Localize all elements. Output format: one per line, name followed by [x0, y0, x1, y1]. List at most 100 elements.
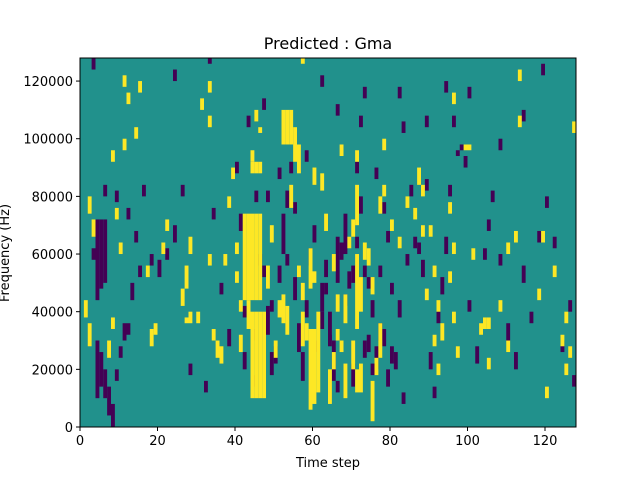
heatmap-cell-low [242, 352, 247, 370]
heatmap-cell-high [87, 323, 92, 347]
heatmap-cell-low [324, 282, 328, 295]
heatmap-cell-low [266, 190, 270, 203]
heatmap-cell-low [91, 248, 96, 260]
heatmap-cell-high [421, 184, 425, 197]
heatmap-cell-low [312, 225, 317, 243]
heatmap-cell-high [448, 202, 452, 214]
heatmap-cell-high [196, 311, 201, 324]
heatmap-cell-high [300, 282, 305, 301]
x-axis-label: Time step [295, 456, 360, 471]
heatmap-cell-high [235, 242, 239, 255]
heatmap-cell-low [297, 323, 301, 353]
heatmap-cell-low [490, 190, 495, 203]
heatmap-cell-high [331, 352, 336, 370]
heatmap-cell-high [126, 92, 131, 105]
heatmap-cell-high [378, 323, 383, 358]
heatmap-cell-low [359, 115, 363, 128]
heatmap-cell-low [475, 346, 480, 364]
heatmap-cell-high [281, 109, 286, 145]
heatmap-cell-high [118, 242, 123, 255]
heatmap-cell-high [111, 317, 115, 329]
heatmap-cell-low [95, 340, 100, 399]
heatmap-cell-low [552, 236, 557, 249]
y-axis-ticks: 0 20000 40000 60000 80000 100000 120000 [23, 75, 80, 436]
heatmap-cell-low [211, 207, 216, 220]
heatmap-cell-high [432, 334, 437, 347]
y-axis-label: Frequency (Hz) [0, 204, 13, 302]
heatmap-cell-low [424, 115, 429, 128]
heatmap-cell-low [424, 179, 429, 191]
heatmap-cell-high [537, 288, 542, 301]
heatmap-cell-high [285, 109, 290, 145]
heatmap-cell-high [486, 317, 491, 329]
heatmap-cell-high [87, 196, 92, 214]
heatmap-cell-high [506, 242, 511, 255]
heatmap-cell-low [521, 265, 526, 283]
heatmap-cell-high [545, 386, 549, 399]
heatmap-cell-low [328, 334, 332, 347]
heatmap-cell-high [266, 265, 270, 289]
heatmap-cell-high [312, 167, 317, 185]
heatmap-cell-low [378, 265, 383, 278]
y-tick-label: 120000 [23, 75, 73, 90]
heatmap-cell-low [432, 386, 437, 399]
heatmap-cell-low [99, 219, 104, 289]
heatmap-cell-high [452, 92, 456, 105]
heatmap-cell-high [421, 225, 425, 237]
heatmap-cell-high [343, 294, 348, 324]
heatmap-cell-high [134, 127, 139, 139]
heatmap-cell-low [103, 184, 108, 197]
heatmap-cell-high [339, 144, 344, 157]
heatmap-cell-high [506, 340, 511, 353]
heatmap-cell-high [111, 150, 115, 162]
heatmap-cell-low [300, 352, 305, 381]
heatmap-cell-low [99, 352, 104, 387]
heatmap-cell-high [436, 300, 441, 312]
heatmap-cell-high [413, 207, 418, 220]
heatmap-cell-high [324, 213, 328, 231]
heatmap-cell-high [207, 254, 212, 266]
heatmap-cell-low [351, 363, 356, 387]
heatmap-cell-low [91, 58, 96, 70]
heatmap-cell-high [227, 196, 232, 208]
heatmap-cell-low [138, 265, 142, 278]
heatmap-cell-low [126, 207, 131, 220]
heatmap-cell-high [564, 363, 569, 376]
heatmap-cell-low [506, 323, 511, 341]
heatmap-cell-low [436, 311, 441, 324]
heatmap-cell-high [300, 311, 305, 347]
heatmap-cell-high [297, 144, 301, 174]
heatmap-cell-high [355, 150, 359, 162]
heatmap-cell-low [351, 265, 356, 283]
heatmap-cell-high [277, 300, 282, 318]
heatmap-cell-high [246, 300, 251, 329]
heatmap-cell-high [471, 248, 476, 260]
heatmap-cell-high [138, 81, 142, 93]
heatmap-cell-high [455, 346, 460, 358]
heatmap-cell-low [413, 236, 418, 249]
heatmap-cell-high [289, 109, 294, 145]
heatmap-cell-high [153, 323, 158, 335]
heatmap-cell-low [397, 300, 402, 318]
heatmap-cell-low [335, 380, 340, 393]
heatmap-cell-low [467, 86, 472, 99]
heatmap-cell-high [343, 363, 348, 399]
heatmap-cell-low [514, 352, 518, 370]
heatmap-cell-high [238, 300, 243, 312]
heatmap-cell-low [188, 363, 193, 376]
heatmap-cell-low [366, 277, 371, 289]
heatmap-cell-low [266, 305, 270, 335]
heatmap-cell-low [529, 311, 534, 324]
plot-area [79, 57, 577, 428]
heatmap-cell-low [537, 230, 542, 243]
heatmap-cell-high [258, 213, 263, 301]
heatmap-cell-high [552, 265, 557, 278]
heatmap-cell-high [200, 98, 204, 110]
x-tick-label: 60 [304, 434, 321, 449]
heatmap-cell-high [331, 254, 336, 272]
heatmap-cell-low [370, 363, 375, 376]
heatmap-cell-high [440, 323, 445, 341]
heatmap-cell-high [517, 69, 522, 82]
heatmap-cell-high [355, 184, 359, 226]
heatmap-cell-low [173, 69, 177, 82]
